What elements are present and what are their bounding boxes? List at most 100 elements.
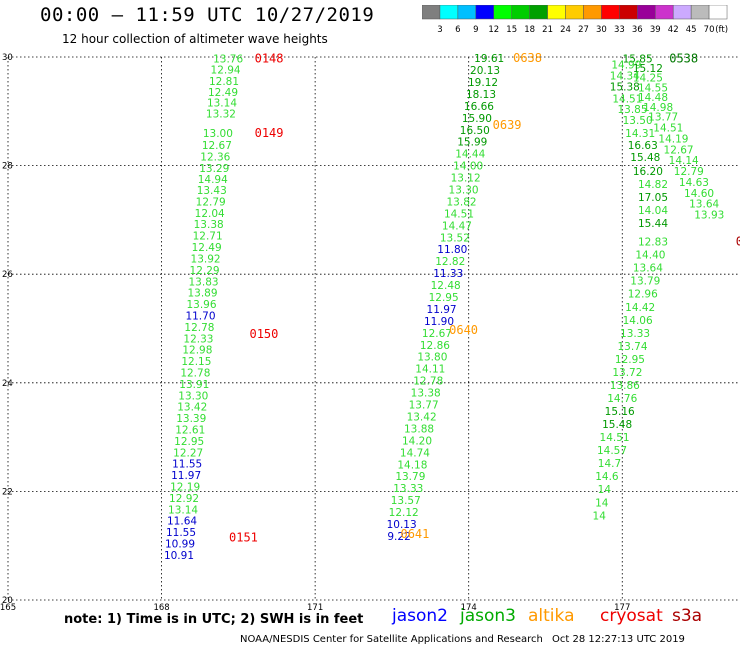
wave-height-value: 13.43 (197, 185, 227, 197)
wave-height-value: 13.42 (177, 402, 207, 414)
scale-tick-label: 39 (650, 25, 661, 35)
note: note: 1) Time is in UTC; 2) SWH is in fe… (64, 612, 364, 627)
wave-height-value: 18.13 (466, 89, 496, 101)
wave-height-value: 12.78 (413, 376, 443, 388)
wave-height-value: 12.49 (208, 87, 238, 99)
wave-height-value: 11.80 (437, 244, 467, 256)
pass-time-label: 0538 (669, 52, 698, 66)
wave-height-value: 16.66 (464, 101, 494, 113)
wave-height-value: 14.60 (684, 188, 714, 200)
wave-height-value: 15.99 (457, 137, 487, 149)
wave-height-value: 13.85 (617, 104, 647, 116)
wave-height-value: 13.93 (694, 209, 724, 221)
wave-height-value: 14.40 (635, 250, 665, 262)
wave-height-value: 14.51 (444, 208, 474, 220)
wave-height-value: 14.31 (625, 128, 655, 140)
wave-height-value: 12.95 (429, 292, 459, 304)
scale-tick-label: 21 (542, 25, 553, 35)
wave-height-value: 12.04 (195, 208, 225, 220)
wave-height-value: 13.88 (404, 423, 434, 435)
scale-tick-label: 30 (596, 25, 607, 35)
wave-height-value: 12.27 (173, 447, 203, 459)
lat-tick-label: 30 (2, 53, 13, 63)
wave-height-value: 11.64 (167, 516, 197, 528)
wave-height-value: 11.90 (424, 316, 454, 328)
wave-height-value: 13.39 (176, 413, 206, 425)
wave-height-value: 13.14 (168, 504, 198, 516)
wave-height-value: 14.25 (633, 73, 663, 85)
scale-swatch (708, 5, 728, 20)
wave-height-value: 13.33 (620, 328, 650, 340)
wave-height-value: 13.33 (393, 483, 423, 495)
scale-tick-label: 24 (560, 25, 571, 35)
lon-tick-label: 174 (461, 603, 477, 613)
wave-height-value: 13.77 (648, 112, 678, 124)
wave-height-value: 14.74 (400, 447, 430, 459)
wave-height-value: 17.05 (638, 192, 668, 204)
page-subtitle: 12 hour collection of altimeter wave hei… (62, 32, 328, 46)
wave-height-value: 12.81 (209, 76, 239, 88)
wave-height-value: 13.38 (194, 219, 224, 231)
wave-height-value: 13.57 (391, 495, 421, 507)
wave-height-value: 14.51 (612, 93, 642, 105)
wave-height-value: 13.80 (417, 352, 447, 364)
wave-height-value: 13.64 (633, 263, 663, 275)
wave-height-value: 12.48 (431, 280, 461, 292)
wave-height-value: 13.72 (612, 367, 642, 379)
wave-height-value: 10.91 (164, 550, 194, 562)
lon-tick-label: 171 (307, 603, 323, 613)
wave-height-value: 12.12 (389, 507, 419, 519)
scale-tick-label: 12 (488, 25, 499, 35)
wave-height-value: 9.22 (387, 531, 410, 543)
wave-height-value: 12.83 (638, 237, 668, 249)
lat-tick-label: 22 (2, 487, 13, 497)
legend-jason3: jason3 (460, 606, 516, 626)
lat-tick-label: 26 (2, 270, 13, 280)
wave-height-value: 12.67 (202, 140, 232, 152)
wave-height-value: 14.98 (643, 102, 673, 114)
wave-height-value: 13.74 (617, 341, 647, 353)
wave-height-value: 15.44 (638, 218, 668, 230)
wave-height-value: 20.13 (470, 65, 500, 77)
wave-height-value: 14.63 (679, 177, 709, 189)
wave-height-value: 12.79 (674, 166, 704, 178)
wave-height-value: 14.48 (638, 92, 668, 104)
pass-time-label: 0638 (513, 51, 542, 65)
lon-tick-label: 165 (0, 603, 16, 613)
wave-height-value: 10.13 (387, 519, 417, 531)
wave-height-value: 15.48 (602, 419, 632, 431)
wave-height-value: 12.36 (200, 151, 230, 163)
wave-height-value: 13.50 (623, 115, 653, 127)
wave-height-value: 13.92 (191, 253, 221, 265)
wave-height-value: 15.85 (623, 54, 653, 66)
wave-height-value: 12.98 (182, 345, 212, 357)
wave-height-value: 12.15 (181, 356, 211, 368)
wave-height-value: 11.55 (166, 527, 196, 539)
wave-height-value: 14.20 (402, 435, 432, 447)
scale-tick-label: 27 (578, 25, 589, 35)
scale-tick-label: 33 (614, 25, 625, 35)
wave-height-value: 12.94 (211, 64, 241, 76)
wave-height-value: 14.11 (415, 364, 445, 376)
lat-tick-label: 24 (2, 379, 13, 389)
scale-tick-label: 70 (704, 25, 715, 35)
wave-height-value: 11.97 (427, 304, 457, 316)
wave-height-value: 14.7 (598, 458, 621, 470)
wave-height-value: 15.12 (633, 63, 663, 75)
wave-height-value: 13.32 (206, 108, 236, 120)
pass-time-label: 0151 (229, 531, 258, 545)
pass-time-label: 0148 (255, 52, 284, 66)
scale-tick-label: 36 (632, 25, 643, 35)
wave-height-value: 14 (595, 497, 609, 509)
wave-height-value: 14.55 (638, 82, 668, 94)
wave-height-value: 16.63 (628, 140, 658, 152)
wave-height-value: 11.70 (185, 310, 215, 322)
lat-tick-label: 20 (2, 596, 13, 606)
wave-height-value: 12.33 (183, 333, 213, 345)
wave-height-value: 13.42 (407, 411, 437, 423)
scale-tick-label: 42 (668, 25, 679, 35)
wave-height-value: 11.97 (171, 470, 201, 482)
pass-time-label: 0150 (249, 327, 278, 341)
wave-height-value: 14.14 (669, 155, 699, 167)
wave-height-value: 13.52 (440, 232, 470, 244)
